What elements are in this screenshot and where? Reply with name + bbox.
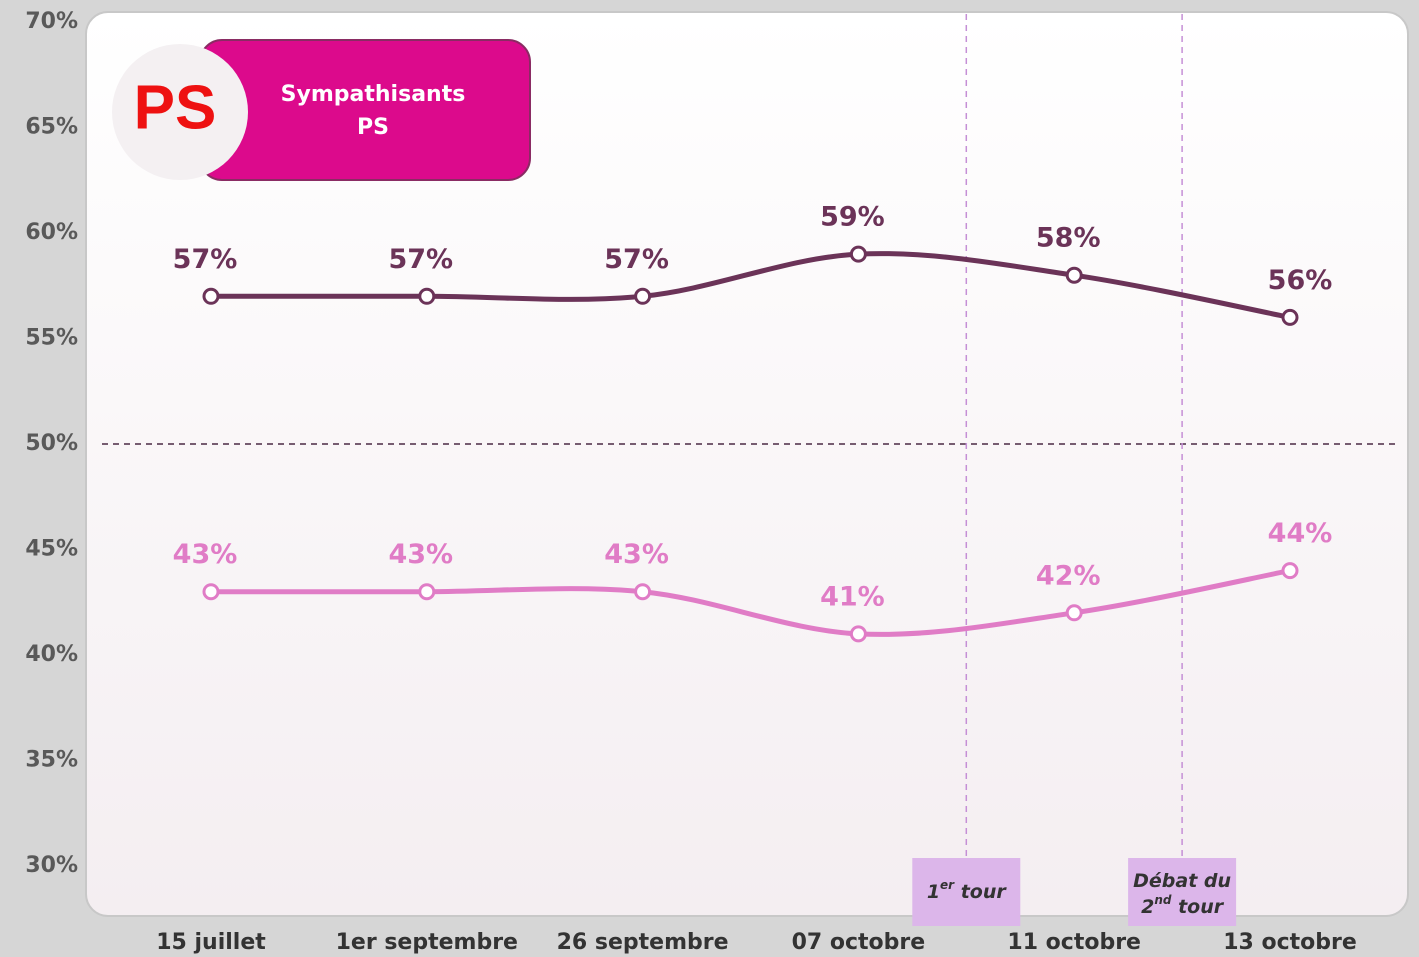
y-tick-label: 60%: [25, 220, 78, 245]
event-label-sup: er: [940, 878, 955, 892]
data-point: [636, 289, 650, 303]
data-label: 56%: [1268, 265, 1333, 296]
badge-text: PS: [357, 115, 389, 140]
data-label: 41%: [820, 581, 885, 612]
y-tick-label: 55%: [25, 326, 78, 351]
badge-box: [200, 40, 530, 180]
event-label-part: Débat du: [1133, 870, 1231, 892]
event-label-part: 2: [1141, 896, 1154, 918]
x-tick-label: 26 septembre: [557, 930, 729, 955]
badge-logo: PS: [134, 73, 217, 142]
event-label-sup: nd: [1154, 893, 1172, 907]
event-label: Débat du: [1133, 870, 1231, 892]
data-label: 57%: [388, 244, 453, 275]
data-point: [851, 247, 865, 261]
y-tick-label: 45%: [25, 537, 78, 562]
x-tick-label: 11 octobre: [1007, 930, 1141, 955]
event-label-part: 1: [927, 881, 940, 903]
y-tick-label: 65%: [25, 115, 78, 140]
data-point: [204, 585, 218, 599]
y-tick-label: 35%: [25, 748, 78, 773]
data-label: 59%: [820, 202, 885, 233]
data-label: 43%: [173, 539, 238, 570]
data-point: [1067, 268, 1081, 282]
data-label: 42%: [1036, 560, 1101, 591]
x-tick-label: 15 juillet: [156, 930, 266, 955]
data-point: [636, 585, 650, 599]
data-label: 57%: [173, 244, 238, 275]
data-point: [204, 289, 218, 303]
x-tick-label: 1er septembre: [336, 930, 518, 955]
x-tick-label: 13 octobre: [1223, 930, 1357, 955]
y-tick-label: 30%: [25, 853, 78, 878]
event-label-part: tour: [1171, 896, 1224, 918]
y-tick-label: 70%: [25, 9, 78, 34]
badge-text: Sympathisants: [281, 82, 466, 107]
data-point: [1067, 606, 1081, 620]
data-point: [851, 627, 865, 641]
chart: PS Sympathisants PS 30% 35% 40% 45% 50% 55% 60…: [0, 0, 1419, 957]
data-label: 44%: [1268, 518, 1333, 549]
data-label: 43%: [604, 539, 669, 570]
y-tick-label: 40%: [25, 642, 78, 667]
badge: PS Sympathisants PS: [112, 40, 530, 180]
data-point: [1283, 310, 1297, 324]
x-tick-label: 07 octobre: [792, 930, 926, 955]
data-point: [420, 585, 434, 599]
event-label: 2nd tour: [1141, 893, 1225, 918]
data-point: [1283, 564, 1297, 578]
y-tick-label: 50%: [25, 431, 78, 456]
data-point: [420, 289, 434, 303]
data-label: 57%: [604, 244, 669, 275]
data-label: 43%: [388, 539, 453, 570]
data-label: 58%: [1036, 223, 1101, 254]
event-label-part: tour: [954, 881, 1007, 903]
event-label: 1er tour: [927, 878, 1008, 903]
